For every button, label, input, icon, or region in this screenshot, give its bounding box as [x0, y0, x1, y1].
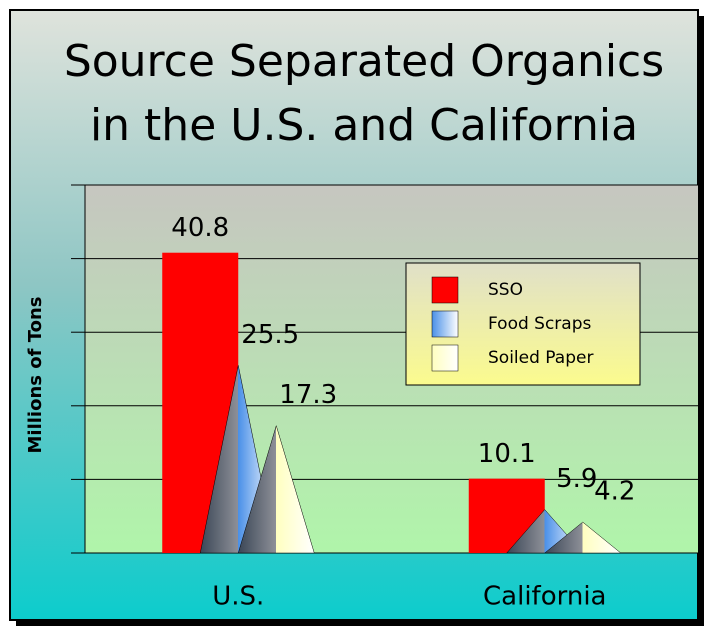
legend-swatch	[431, 344, 459, 372]
x-tick-label: California	[483, 582, 606, 612]
chart-title: in the U.S. and California	[90, 100, 638, 151]
x-tick-label: U.S.	[212, 582, 264, 612]
marks: 40.8 25.5 17.3 10.1 5.94.2	[162, 213, 635, 554]
value-label: 5.9	[556, 464, 597, 494]
value-label: 40.8	[171, 213, 229, 243]
legend-swatch	[431, 310, 459, 338]
value-label: 17.3	[279, 380, 337, 410]
y-axis-label: Millions of Tons	[25, 297, 46, 454]
legend-label: SSO	[488, 280, 523, 300]
legend-entries: SSO Food Scraps Soiled Paper	[431, 276, 593, 372]
legend-label: Soiled Paper	[488, 348, 593, 368]
value-label: 25.5	[241, 320, 299, 350]
value-label: 4.2	[594, 477, 635, 507]
bar	[544, 521, 622, 554]
value-label: 10.1	[478, 439, 536, 469]
legend-label: Food Scraps	[488, 314, 592, 334]
chart-title: Source Separated Organics	[64, 36, 664, 87]
legend-swatch	[431, 276, 459, 304]
bar	[237, 424, 315, 554]
